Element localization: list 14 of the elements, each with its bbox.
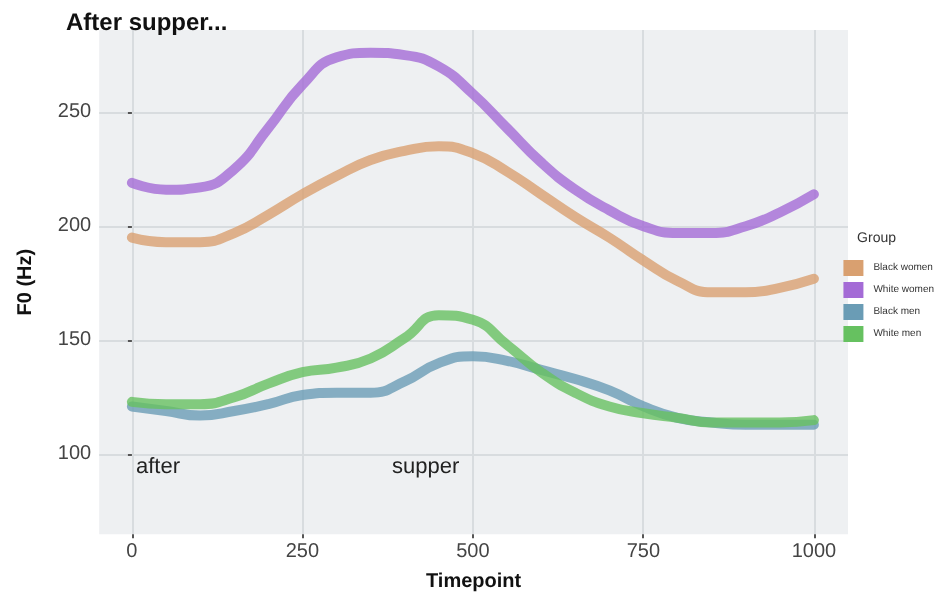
- chart-title: After supper...: [66, 8, 228, 36]
- x-axis-title: Timepoint: [425, 571, 523, 593]
- annotation: supper: [392, 455, 460, 479]
- x-tick-label: 250: [285, 541, 320, 564]
- annotation: after: [136, 455, 181, 479]
- y-tick-label: 200: [57, 215, 93, 238]
- y-tick-label: 100: [57, 443, 93, 466]
- x-tick-label: 1000: [791, 541, 838, 564]
- x-tick-label: 0: [126, 541, 139, 564]
- y-axis-title: F0 (Hz): [15, 248, 37, 316]
- x-tick-label: 500: [456, 541, 491, 564]
- y-tick-label: 150: [57, 329, 93, 352]
- x-tick-label: 750: [626, 541, 661, 564]
- y-tick-label: 250: [57, 101, 93, 124]
